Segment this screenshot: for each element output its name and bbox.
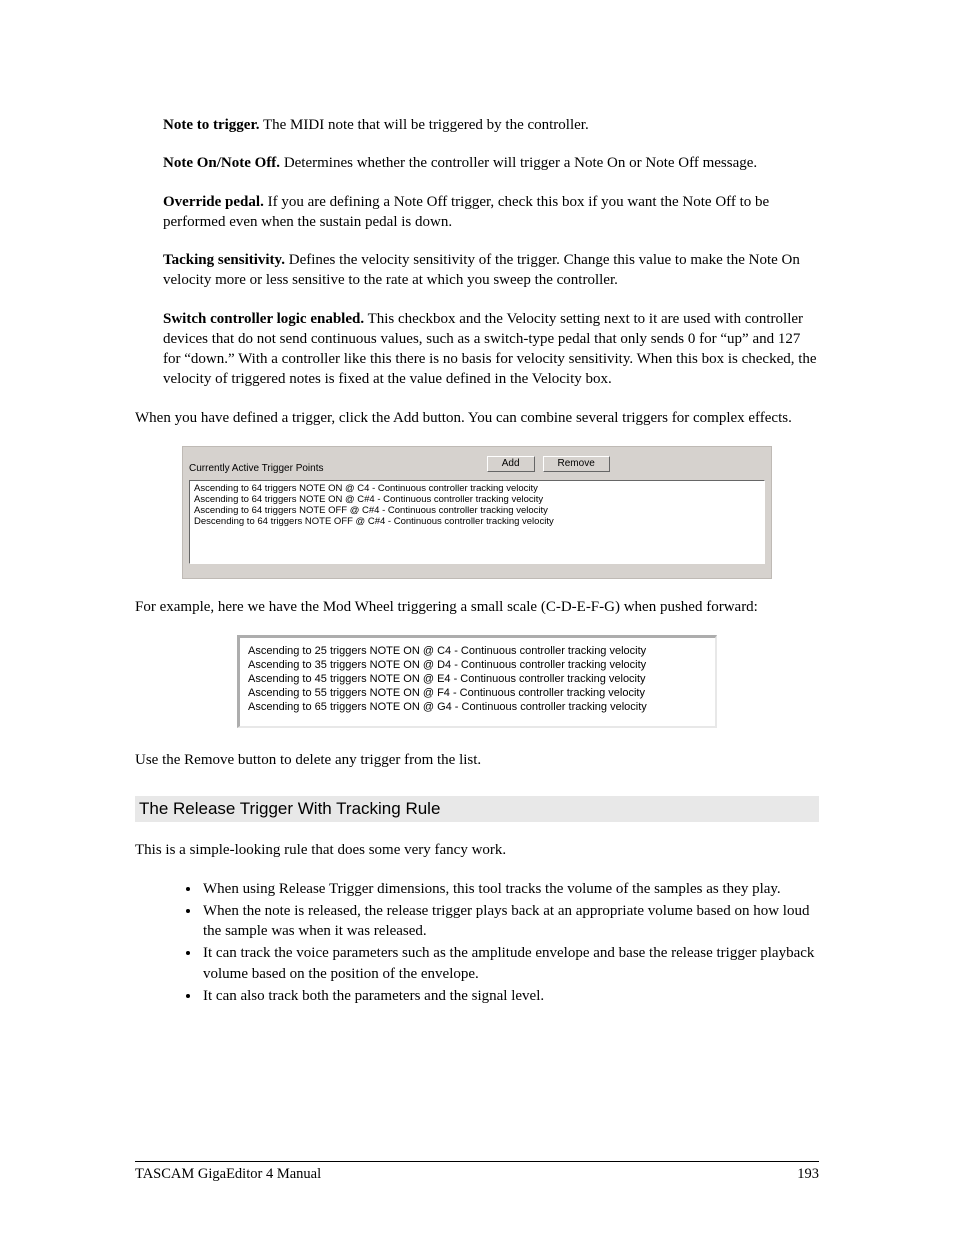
def-override-pedal: Override pedal. If you are defining a No… — [135, 192, 819, 233]
list-item[interactable]: Descending to 64 triggers NOTE OFF @ C#4… — [194, 516, 760, 527]
def-tacking-sensitivity: Tacking sensitivity. Defines the velocit… — [135, 250, 819, 291]
def-term: Tacking sensitivity. — [163, 252, 285, 268]
list-item[interactable]: Ascending to 64 triggers NOTE ON @ C4 - … — [194, 483, 760, 494]
list-item[interactable]: Ascending to 64 triggers NOTE OFF @ C#4 … — [194, 505, 760, 516]
trigger-points-buttons: Add Remove — [332, 454, 766, 472]
para-combine-triggers: When you have defined a trigger, click t… — [135, 408, 819, 428]
scale-trigger-list: Ascending to 25 triggers NOTE ON @ C4 - … — [237, 635, 717, 728]
list-item: When the note is released, the release t… — [201, 901, 819, 942]
list-item: Ascending to 35 triggers NOTE ON @ D4 - … — [248, 658, 707, 672]
def-term: Override pedal. — [163, 194, 264, 210]
trigger-points-list[interactable]: Ascending to 64 triggers NOTE ON @ C4 - … — [189, 480, 765, 564]
footer-page-number: 193 — [797, 1166, 819, 1183]
list-item: Ascending to 25 triggers NOTE ON @ C4 - … — [248, 644, 707, 658]
release-trigger-bullets: When using Release Trigger dimensions, t… — [135, 879, 819, 1007]
page-footer: TASCAM GigaEditor 4 Manual 193 — [135, 1161, 819, 1183]
add-button[interactable]: Add — [487, 456, 535, 472]
para-use-remove: Use the Remove button to delete any trig… — [135, 750, 819, 770]
def-switch-controller: Switch controller logic enabled. This ch… — [135, 309, 819, 390]
para-mod-wheel-example: For example, here we have the Mod Wheel … — [135, 597, 819, 617]
def-note-on-off: Note On/Note Off. Determines whether the… — [135, 153, 819, 173]
list-item: Ascending to 55 triggers NOTE ON @ F4 - … — [248, 686, 707, 700]
def-note-to-trigger: Note to trigger. The MIDI note that will… — [135, 115, 819, 135]
section-intro: This is a simple-looking rule that does … — [135, 840, 819, 860]
list-item: It can also track both the parameters an… — [201, 986, 819, 1006]
trigger-points-panel: Currently Active Trigger Points Add Remo… — [182, 446, 772, 579]
list-item: Ascending to 65 triggers NOTE ON @ G4 - … — [248, 700, 707, 714]
def-term: Note to trigger. — [163, 117, 260, 133]
trigger-points-header: Currently Active Trigger Points Add Remo… — [189, 453, 765, 480]
def-term: Switch controller logic enabled. — [163, 311, 364, 327]
def-text: Determines whether the controller will t… — [280, 155, 757, 171]
def-term: Note On/Note Off. — [163, 155, 280, 171]
section-heading-release-trigger: The Release Trigger With Tracking Rule — [135, 796, 819, 822]
def-text: The MIDI note that will be triggered by … — [260, 117, 589, 133]
remove-button[interactable]: Remove — [543, 456, 610, 472]
list-item: It can track the voice parameters such a… — [201, 943, 819, 984]
footer-title: TASCAM GigaEditor 4 Manual — [135, 1166, 321, 1183]
list-item[interactable]: Ascending to 64 triggers NOTE ON @ C#4 -… — [194, 494, 760, 505]
list-item: When using Release Trigger dimensions, t… — [201, 879, 819, 899]
trigger-points-label: Currently Active Trigger Points — [189, 453, 324, 474]
list-item: Ascending to 45 triggers NOTE ON @ E4 - … — [248, 672, 707, 686]
page: Note to trigger. The MIDI note that will… — [0, 0, 954, 1235]
